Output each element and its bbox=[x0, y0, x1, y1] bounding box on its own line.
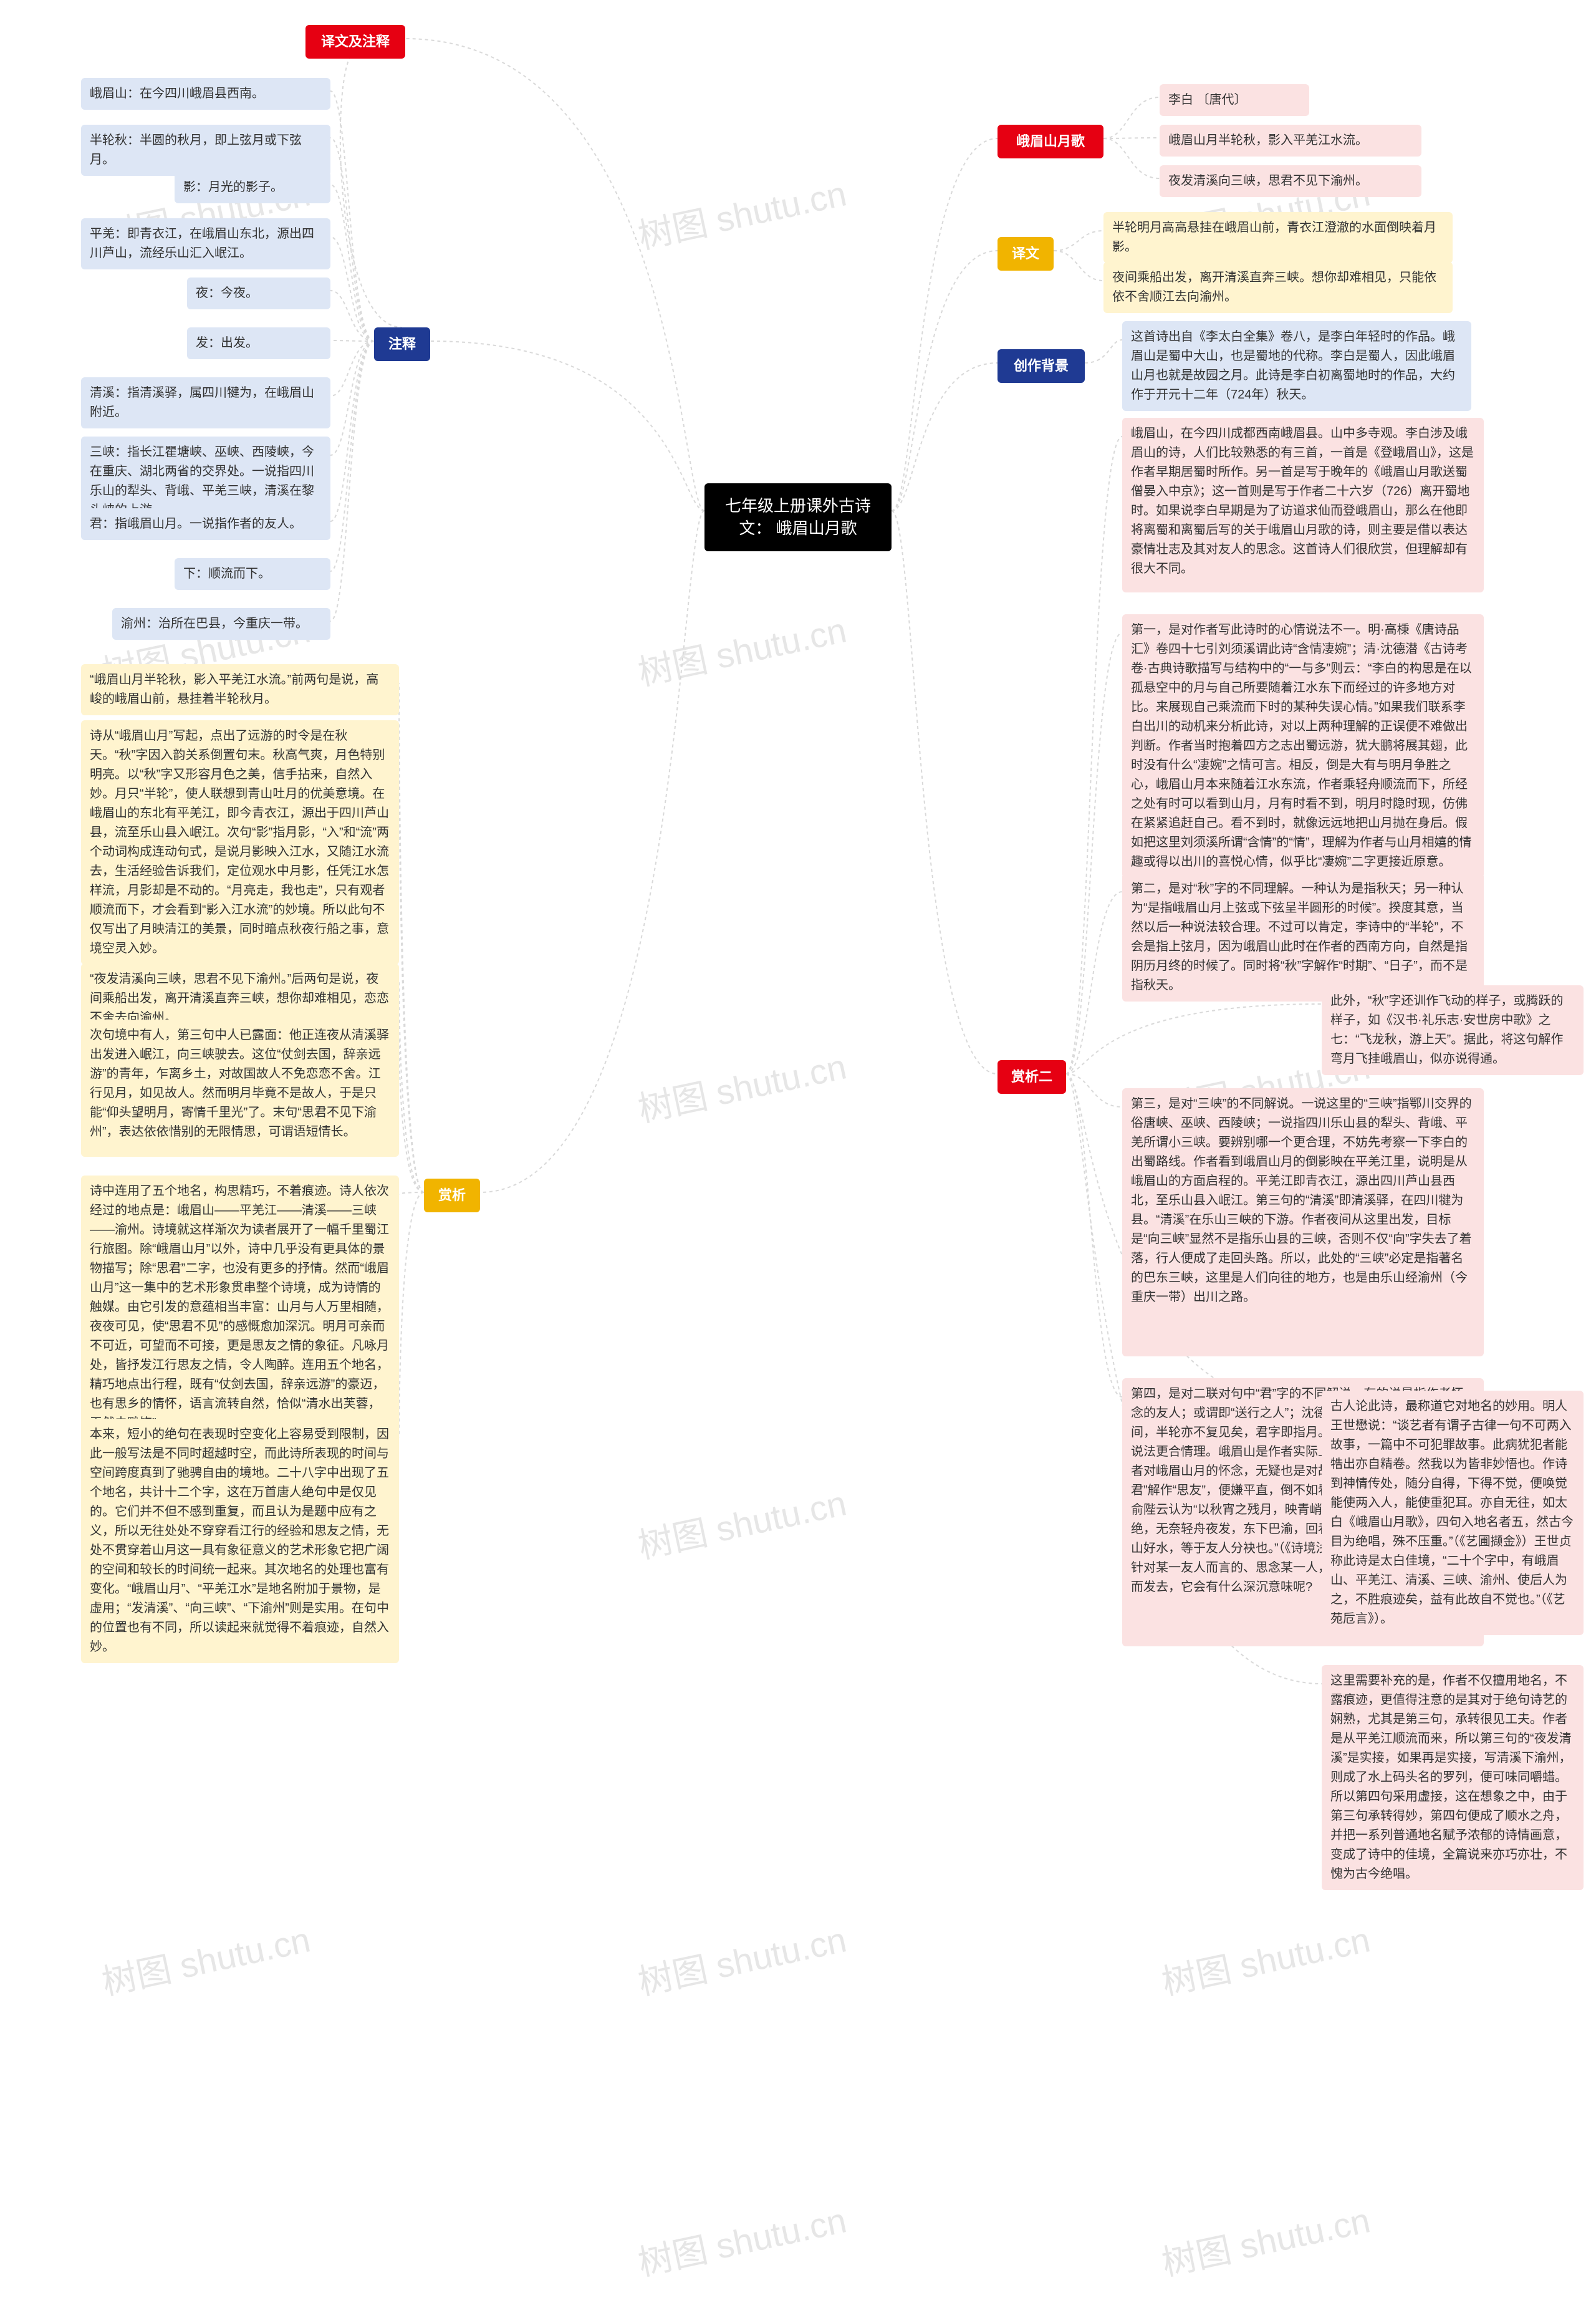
section-emeishan: 峨眉山月歌 bbox=[998, 125, 1103, 158]
leaf-shangxi2-30: 这里需要补充的是，作者不仅擅用地名，不露痕迹，更值得注意的是其对于绝句诗艺的娴熟… bbox=[1322, 1665, 1584, 1890]
section-yiwen_zhushi: 译文及注释 bbox=[305, 25, 405, 59]
leaf-shangxi-16: 本来，短小的绝句在表现时空变化上容易受到限制，因此一般写法是不同时超越时空，而此… bbox=[81, 1419, 399, 1663]
leaf-shangxi-14: 次句境中有人，第三句中人已露面：他正连夜从清溪驿出发进入岷江，向三峡驶去。这位“… bbox=[81, 1020, 399, 1157]
center-topic: 七年级上册课外古诗文： 峨眉山月歌 bbox=[704, 483, 892, 551]
leaf-zhushi-4: 夜：今夜。 bbox=[187, 278, 330, 309]
leaf-zhushi-1: 半轮秋：半圆的秋月，即上弦月或下弦月。 bbox=[81, 125, 330, 176]
leaf-yiwen-21: 夜间乘船出发，离开清溪直奔三峡。想你却难相见，只能依依不舍顺江去向渝州。 bbox=[1103, 262, 1453, 313]
leaf-shangxi2-25: 第二，是对“秋”字的不同理解。一种认为是指秋天；另一种认为“是指峨眉山月上弦或下… bbox=[1122, 873, 1484, 1002]
leaf-shangxi2-27: 第三，是对“三峡”的不同解说。一说这里的“三峡”指鄂川交界的俗唐峡、巫峡、西陵峡… bbox=[1122, 1088, 1484, 1356]
section-beijing: 创作背景 bbox=[998, 349, 1085, 383]
leaf-zhushi-6: 清溪：指清溪驿，属四川犍为，在峨眉山附近。 bbox=[81, 377, 330, 428]
leaf-shangxi-11: “峨眉山月半轮秋，影入平羌江水流。”前两句是说，高峻的峨眉山前，悬挂着半轮秋月。 bbox=[81, 664, 399, 715]
leaf-emeishan-19: 夜发清溪向三峡，思君不见下渝州。 bbox=[1160, 165, 1421, 197]
leaf-shangxi-12: 诗从“峨眉山月”写起，点出了远游的时令是在秋天。“秋”字因入韵关系倒置句末。秋高… bbox=[81, 720, 399, 965]
leaf-zhushi-9: 下：顺流而下。 bbox=[175, 558, 330, 590]
section-shangxi: 赏析 bbox=[424, 1179, 480, 1212]
leaf-zhushi-10: 渝州：治所在巴县，今重庆一带。 bbox=[112, 608, 330, 640]
leaf-emeishan-18: 峨眉山月半轮秋，影入平羌江水流。 bbox=[1160, 125, 1421, 157]
section-zhushi: 注释 bbox=[374, 327, 430, 361]
leaf-shangxi-15: 诗中连用了五个地名，构思精巧，不着痕迹。诗人依次经过的地点是：峨眉山——平羌江—… bbox=[81, 1176, 399, 1439]
leaf-emeishan-17: 李白 〔唐代〕 bbox=[1160, 84, 1309, 116]
leaf-shangxi2-23: 峨眉山，在今四川成都西南峨眉县。山中多寺观。李白涉及峨眉山的诗，人们比较熟悉的有… bbox=[1122, 418, 1484, 592]
leaf-yiwen-20: 半轮明月高高悬挂在峨眉山前，青衣江澄澈的水面倒映着月影。 bbox=[1103, 212, 1453, 263]
leaf-zhushi-8: 君：指峨眉山月。一说指作者的友人。 bbox=[81, 508, 330, 540]
leaf-shangxi2-26: 此外，“秋”字还训作飞动的样子，或腾跃的样子，如《汉书·礼乐志·安世房中歌》之七… bbox=[1322, 985, 1584, 1075]
section-yiwen: 译文 bbox=[998, 237, 1054, 271]
leaf-zhushi-5: 发：出发。 bbox=[187, 327, 330, 359]
leaf-zhushi-3: 平羌：即青衣江，在峨眉山东北，源出四川芦山，流经乐山汇入岷江。 bbox=[81, 218, 330, 269]
leaf-beijing-22: 这首诗出自《李太白全集》卷八，是李白年轻时的作品。峨眉山是蜀中大山，也是蜀地的代… bbox=[1122, 321, 1471, 411]
leaf-shangxi2-24: 第一，是对作者写此诗时的心情说法不一。明·高棅《唐诗品汇》卷四十七引刘须溪谓此诗… bbox=[1122, 614, 1484, 878]
mindmap-canvas: 树图 shutu.cn树图 shutu.cn树图 shutu.cn树图 shut… bbox=[0, 0, 1596, 2303]
leaf-zhushi-0: 峨眉山：在今四川峨眉县西南。 bbox=[81, 78, 330, 110]
leaf-zhushi-2: 影：月光的影子。 bbox=[175, 171, 330, 203]
section-shangxi2: 赏析二 bbox=[998, 1060, 1066, 1094]
leaf-shangxi2-29: 古人论此诗，最称道它对地名的妙用。明人王世懋说：“谈艺者有谓子古律一句不可两入故… bbox=[1322, 1391, 1584, 1635]
